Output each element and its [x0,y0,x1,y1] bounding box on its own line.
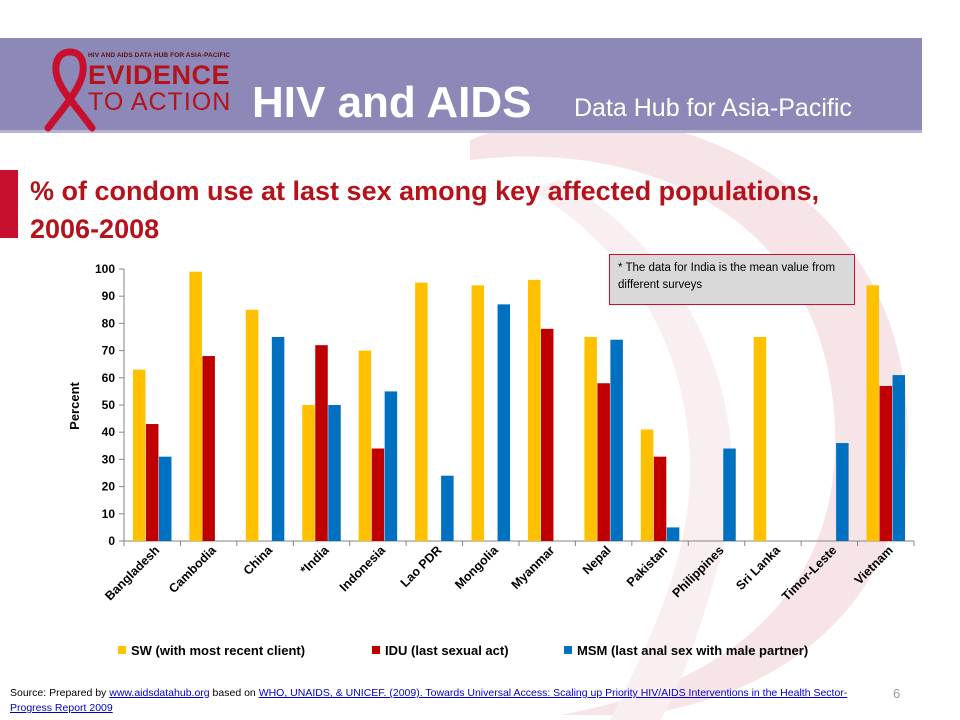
bar [527,279,541,541]
y-tick-label: 10 [102,507,116,521]
legend-item-idu: IDU (last sexual act) [372,643,509,658]
bar [584,337,597,541]
x-tick-label: Indonesia [337,542,389,594]
bar [471,285,485,541]
x-tick-label: Vietnam [852,543,896,587]
x-tick-label: Sri Lanka [733,542,783,592]
bar [879,385,893,541]
bar [145,424,159,541]
hub-title: HIV and AIDS [252,78,532,127]
bar [653,456,667,541]
bar [497,304,511,541]
bar [132,369,146,541]
chart-x-tick-labels: Bangladesh Cambodia China *India Indonesia La… [102,542,896,603]
bar [189,271,202,541]
legend-swatch-sw [118,646,126,654]
legend-swatch-msm [564,646,572,654]
y-axis-title: Percent [67,381,82,429]
legend-item-sw: SW (with most recent client) [118,643,305,658]
bar [328,405,341,541]
evidence-to-action-logo: HIV AND AIDS DATA HUB FOR ASIA-PACIFIC E… [40,48,240,132]
bar [836,443,849,541]
bar [441,475,454,541]
bar [358,350,372,541]
x-tick-label: Myanmar [509,543,558,592]
page-number: 6 [893,686,901,701]
chart-legend: SW (with most recent client) IDU (last s… [118,643,898,661]
legend-label-idu: IDU (last sexual act) [385,643,509,658]
hub-subtitle: Data Hub for Asia-Pacific [574,94,852,122]
legend-swatch-idu [372,646,380,654]
y-tick-label: 40 [102,425,116,439]
bar [202,356,215,541]
x-tick-label: Pakistan [624,543,670,589]
who-report-link[interactable]: WHO, UNAIDS, & UNICEF. (2009). Towards U… [10,687,848,714]
logo-evidence-text: EVIDENCE [88,60,231,90]
title-accent-bar [0,170,18,238]
india-note-box: * The data for India is the mean value f… [609,254,855,305]
x-tick-label: Cambodia [166,542,219,595]
legend-label-msm: MSM (last anal sex with male partner) [577,643,809,658]
x-tick-label: *India [298,542,333,577]
y-tick-label: 50 [102,398,116,412]
x-tick-label: Nepal [580,543,614,577]
source-prefix: Source: Prepared by [10,687,110,699]
y-tick-label: 30 [102,452,116,466]
header-band [0,38,922,130]
bar [371,448,385,541]
x-tick-label: Lao PDR [398,543,445,590]
bar [892,375,906,541]
header-divider [0,130,922,133]
legend-label-sw: SW (with most recent client) [131,643,306,658]
bar [753,337,767,541]
chart-y-tick-labels: 0 10 20 30 40 50 60 70 80 90 100 [95,262,115,548]
bar [723,448,736,541]
bar [271,337,285,541]
y-tick-label: 100 [95,262,115,276]
source-citation: Source: Prepared by www.aidsdatahub.org … [10,686,880,716]
y-tick-label: 60 [102,371,116,385]
x-tick-label: Mongolia [452,542,501,591]
bar [597,383,610,541]
chart-axes [119,268,915,546]
bar [640,429,654,541]
bar [610,339,623,541]
bar [666,527,680,541]
bar [158,456,172,541]
legend-item-msm: MSM (last anal sex with male partner) [564,643,808,658]
bar [315,345,328,541]
bar [866,285,880,541]
y-tick-label: 70 [102,344,116,358]
bar [245,309,259,541]
bar [384,391,398,541]
logo-tagline: HIV AND AIDS DATA HUB FOR ASIA-PACIFIC [88,52,231,59]
bar [415,282,428,541]
bar [302,405,315,541]
x-tick-label: Bangladesh [102,543,162,603]
source-mid: based on [209,687,259,699]
y-tick-label: 0 [108,534,115,548]
red-ribbon-icon [44,48,96,132]
x-tick-label: Timor-Leste [779,543,839,603]
y-tick-label: 20 [102,480,116,494]
y-tick-label: 90 [102,289,116,303]
bar [540,328,554,541]
x-tick-label: Philippines [670,543,727,600]
logo-action-text: TO ACTION [88,88,232,116]
chart-bars [132,271,906,541]
slide-title: % of condom use at last sex among key af… [30,176,820,244]
x-tick-label: China [241,542,276,577]
aidsdatahub-link[interactable]: www.aidsdatahub.org [109,687,210,699]
y-tick-label: 80 [102,316,116,330]
